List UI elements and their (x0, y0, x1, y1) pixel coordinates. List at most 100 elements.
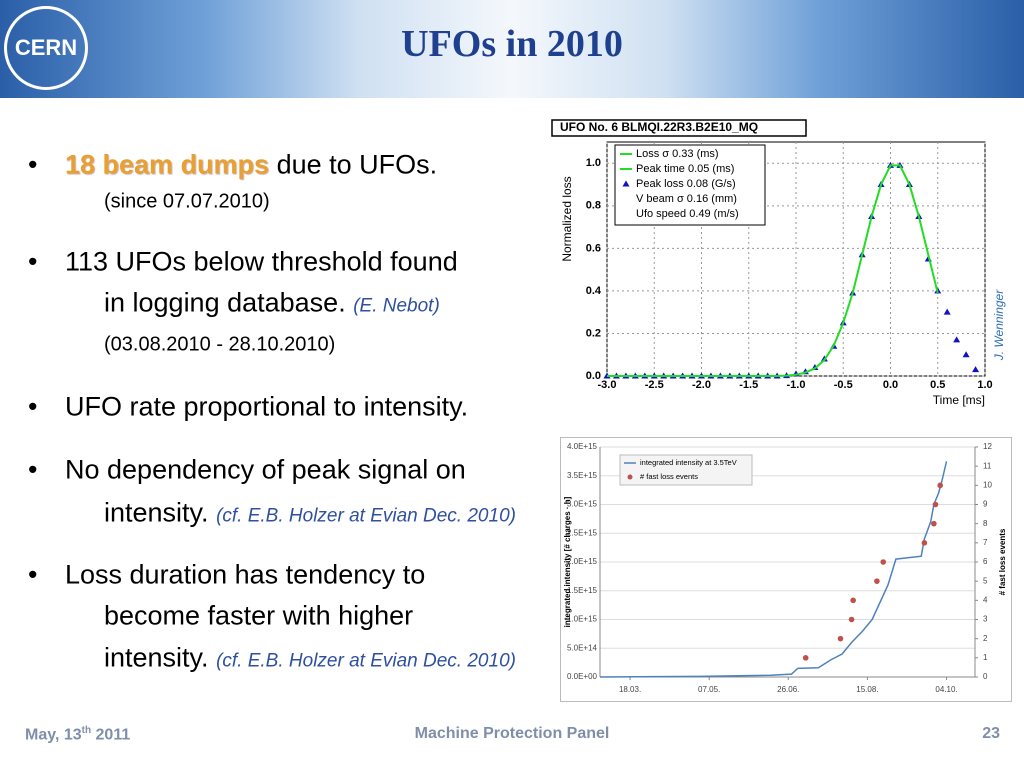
text-segment: UFO rate proportional to intensity. (65, 391, 469, 422)
chart-title: UFO No. 6 BLMQI.22R3.B2E10_MQ (560, 120, 758, 134)
bullet-line: intensity. (cf. E.B. Holzer at Evian Dec… (104, 498, 516, 529)
data-point (972, 366, 980, 373)
bullet-dot: • (28, 559, 38, 590)
x-tick-label: -1.5 (739, 379, 758, 391)
legend-swatch (627, 474, 633, 480)
y2-tick-label: 7 (983, 538, 988, 547)
event-point (921, 540, 928, 546)
x-tick-label: 0.5 (930, 379, 945, 391)
y-tick-label: 1.0 (586, 157, 601, 169)
x-tick-label: 18.03. (619, 685, 641, 694)
y-tick-label: 0.6 (586, 242, 601, 254)
y2-tick-label: 5 (983, 576, 988, 585)
x-tick-label: 1.0 (977, 379, 992, 391)
y2-tick-label: 4 (983, 595, 988, 604)
y2-tick-label: 11 (983, 461, 992, 470)
bullet-line: No dependency of peak signal on (65, 455, 466, 486)
text-segment: 18 beam dumps (65, 149, 270, 180)
legend-label: Peak time 0.05 (ms) (636, 163, 734, 175)
slide-title: UFOs in 2010 (401, 23, 623, 65)
y2-tick-label: 10 (983, 480, 992, 489)
event-point (850, 597, 856, 604)
text-segment: (since 07.07.2010) (104, 190, 270, 213)
bullet-line: become faster with higher (104, 601, 413, 632)
legend-label: # fast loss events (640, 472, 698, 481)
data-point (962, 351, 970, 358)
title-box (551, 119, 807, 137)
y-tick-label: 5.0E+14 (567, 643, 598, 652)
event-point (848, 616, 855, 623)
legend-label: integrated intensity at 3.5TeV (640, 458, 737, 467)
x-tick-label: 26.06. (777, 685, 799, 694)
y-tick-label: 3.0E+15 (567, 500, 598, 509)
bullet-line: Loss duration has tendency to (65, 560, 425, 591)
bullet-dot: • (28, 391, 38, 422)
bullet-line: UFO rate proportional to intensity. (65, 392, 468, 423)
x-tick-label: -1.0 (787, 379, 806, 391)
data-point (953, 336, 961, 343)
data-point (943, 308, 951, 315)
bullet-line: 18 beam dumps due to UFOs. (65, 150, 437, 181)
y2-axis-label: # fast loss events (998, 528, 1007, 595)
intensity-line (599, 461, 948, 678)
text-segment: in logging database. (104, 287, 354, 318)
fit-line (607, 164, 939, 377)
legend-label: Ufo speed 0.49 (m/s) (636, 208, 739, 220)
event-point (837, 635, 844, 642)
text-segment: intensity. (104, 497, 217, 528)
y-tick-label: 0.0 (586, 370, 601, 382)
y2-tick-label: 9 (983, 500, 988, 509)
legend-label: Loss σ 0.33 (ms) (636, 148, 719, 160)
y2-tick-label: 8 (983, 519, 988, 528)
y2-tick-label: 12 (983, 442, 992, 451)
y-tick-label: 4.0E+15 (567, 442, 598, 451)
date: May, 13 (25, 726, 82, 744)
bullet-line: in logging database. (E. Nebot) (104, 288, 440, 319)
x-tick-label: 04.10. (935, 685, 957, 694)
legend-label: Peak loss 0.08 (G/s) (636, 178, 736, 190)
legend-box (619, 454, 753, 486)
bullet-line: 113 UFOs below threshold found (65, 247, 458, 278)
bullet-line: (since 07.07.2010) (104, 191, 270, 214)
legend-label: V beam σ 0.16 (mm) (636, 193, 737, 205)
page-number: 23 (982, 725, 1000, 742)
text-segment: become faster with higher (104, 600, 414, 631)
author-note: J. Wenninger (992, 289, 1006, 361)
legend-swatch (622, 180, 630, 187)
date-sup: th (81, 725, 92, 736)
y-tick-label: 3.5E+15 (567, 471, 598, 480)
bullet-line: intensity. (cf. E.B. Holzer at Evian Dec… (104, 643, 516, 674)
y2-tick-label: 6 (983, 557, 988, 566)
event-point (880, 559, 887, 565)
y-tick-label: 2.5E+15 (567, 528, 598, 537)
x-tick-label: 07.05. (698, 685, 720, 694)
y-tick-label: 0.2 (586, 327, 601, 339)
y-tick-label: 0.8 (586, 200, 601, 212)
event-point (931, 520, 937, 527)
chart-peak: UFO No. 6 BLMQI.22R3.B2E10_MQ -3.0 -2.5 -2.… (550, 118, 1012, 410)
x-tick-label: -2.0 (692, 379, 711, 391)
text-segment: (E. Nebot) (353, 295, 440, 317)
y-tick-label: 0.4 (586, 285, 602, 297)
text-segment: 113 UFOs below threshold found (65, 246, 458, 277)
bullet-dot: • (28, 454, 38, 485)
event-point (937, 482, 943, 489)
header: CERN UFOs in 2010 (0, 0, 1024, 98)
text-segment: due to UFOs. (269, 149, 438, 180)
x-axis-label: Time [ms] (933, 393, 985, 407)
x-tick-label: -3.0 (598, 379, 617, 391)
x-tick-label: -2.5 (645, 379, 664, 391)
text-segment: (cf. E.B. Holzer at Evian Dec. 2010) (216, 650, 516, 672)
y2-tick-label: 1 (983, 653, 988, 662)
y2-tick-label: 0 (983, 672, 988, 681)
chart-intensity: 0.0E+00 5.0E+14 1.0E+15 1.5E+15 2.0E+15 2.5E+… (560, 437, 1012, 702)
bullet-dot: • (28, 246, 38, 277)
text-segment: (03.08.2010 - 28.10.2010) (104, 333, 336, 356)
y-axis-label: integrated intensity [# charges · h] (563, 496, 572, 627)
y-axis-label: Normalized loss (560, 176, 574, 261)
x-tick-label: -0.5 (834, 379, 853, 391)
footer-date: May, 13th 2011 (25, 725, 130, 744)
logo: CERN (4, 6, 88, 90)
text-segment: No dependency of peak signal on (65, 454, 466, 485)
y2-tick-label: 3 (983, 615, 988, 624)
